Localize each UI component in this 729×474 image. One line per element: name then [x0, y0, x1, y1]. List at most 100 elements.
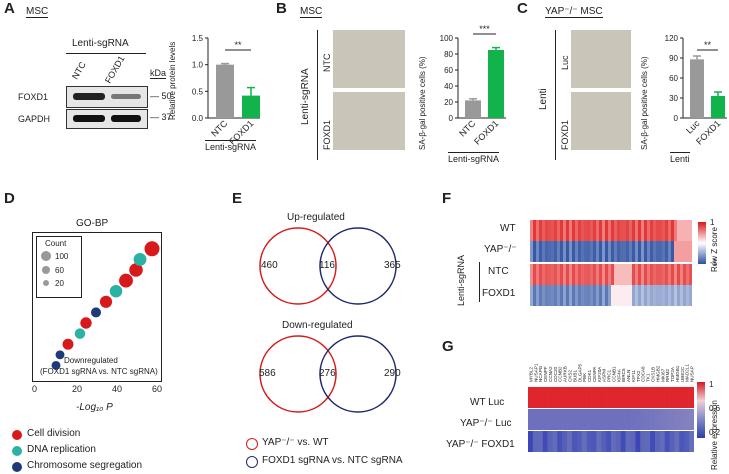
significance-stars: **	[234, 40, 242, 50]
heatmap-cell	[632, 220, 636, 241]
heatmap-cell	[671, 285, 675, 306]
heatmap-cell	[665, 220, 669, 241]
heatmap-f-row-ntc: NTC	[488, 266, 509, 277]
gene-label: CKS1B	[651, 367, 656, 382]
heatmap-cell	[605, 264, 609, 285]
heatmap-cell	[557, 220, 561, 241]
heatmap-cell	[601, 409, 607, 430]
heatmap-cell	[551, 220, 555, 241]
heatmap-cell	[656, 264, 660, 285]
venn-down-left: 586	[259, 368, 276, 379]
panel-c-row-luc: Luc	[560, 55, 570, 70]
heatmap-cell	[620, 431, 626, 452]
chart-b-ylabel: SA-β-gal positive cells (%)	[418, 56, 427, 150]
heatmap-cell	[590, 264, 594, 285]
heatmap-cell	[587, 264, 591, 285]
blot-foxd1	[66, 86, 148, 108]
heatmap-cell	[608, 285, 612, 306]
heatmap-cell	[626, 264, 630, 285]
heatmap-cell	[640, 409, 646, 430]
heatmap-cell	[674, 241, 678, 262]
heatmap-f-tick-neg1: -1	[710, 258, 718, 267]
heatmap-cell	[554, 264, 558, 285]
heatmap-cell	[650, 431, 656, 452]
heatmap-cell	[623, 241, 627, 262]
heatmap-cell	[662, 285, 666, 306]
heatmap-g-tick-02: 0.2	[709, 428, 721, 437]
gene-label: NUSAP	[690, 366, 695, 382]
heatmap-cell	[530, 285, 534, 306]
heatmap-cell	[572, 220, 576, 241]
heatmap-cell	[528, 431, 534, 452]
heatmap-cell	[641, 220, 645, 241]
gene-label: PBK	[582, 372, 587, 382]
heatmap-cell	[593, 220, 597, 241]
heatmap-cell	[635, 285, 639, 306]
heatmap-cell	[548, 241, 552, 262]
heatmap-cell	[576, 409, 583, 430]
heatmap-cell	[596, 409, 602, 430]
heatmap-cell	[576, 431, 583, 452]
heatmap-cell	[599, 241, 603, 262]
legend-dna-replication: DNA replication	[12, 444, 192, 458]
heatmap-cell	[542, 409, 548, 430]
heatmap-cell	[533, 285, 537, 306]
heatmap-cell	[680, 241, 684, 262]
heatmap-cell	[586, 409, 592, 430]
heatmap-cell	[647, 264, 651, 285]
heatmap-cell	[653, 241, 657, 262]
chart-c-xgroup: Lenti	[670, 152, 690, 164]
panel-label-e: E	[232, 190, 243, 207]
heatmap-cell	[683, 220, 687, 241]
heatmap-f-scale-label: Row Z score	[710, 227, 719, 272]
heatmap-cell	[683, 264, 687, 285]
panel-d-title: GO-BP	[76, 218, 109, 229]
heatmap-cell	[581, 264, 585, 285]
heatmap-cell	[629, 264, 633, 285]
heatmap-cell	[632, 241, 636, 262]
heatmap-cell	[630, 431, 636, 452]
heatmap-cell	[635, 409, 641, 430]
heatmap-cell	[617, 285, 621, 306]
go-bp-scatter	[51, 241, 160, 370]
heatmap-cell	[584, 220, 588, 241]
heatmap-cell	[590, 285, 594, 306]
heatmap-cell	[662, 220, 666, 241]
heatmap-cell	[586, 387, 592, 408]
heatmap-cell	[567, 409, 573, 430]
heatmap-f-tick-1: 1	[710, 218, 715, 227]
heatmap-cell	[671, 264, 675, 285]
heatmap-cell	[567, 431, 573, 452]
heatmap-cell	[584, 241, 588, 262]
count-legend-100: 100	[55, 252, 69, 261]
heatmap-cell	[684, 409, 690, 430]
chart-a-xgroup: Lenti-sgRNA	[205, 140, 257, 152]
kda-label: kDa	[150, 68, 167, 79]
heatmap-cell	[557, 285, 561, 306]
heatmap-cell	[679, 387, 685, 408]
heatmap-g	[528, 387, 694, 452]
heatmap-cell	[599, 220, 603, 241]
heatmap-cell	[562, 431, 568, 452]
heatmap-cell	[686, 220, 690, 241]
heatmap-cell	[611, 431, 617, 452]
count-legend-20: 20	[55, 279, 64, 288]
heatmap-cell	[620, 241, 624, 262]
heatmap-cell	[566, 285, 570, 306]
heatmap-cell	[674, 220, 678, 241]
heatmap-cell	[557, 409, 563, 430]
heatmap-cell	[641, 241, 645, 262]
heatmap-cell	[614, 241, 618, 262]
heatmap-cell	[578, 285, 582, 306]
count-legend-dot	[43, 280, 49, 286]
heatmap-cell	[629, 285, 633, 306]
heatmap-cell	[680, 264, 684, 285]
gene-label: UBE2C	[680, 366, 685, 382]
heatmap-cell	[611, 409, 617, 430]
gene-label: CCNB1	[611, 366, 616, 382]
gene-label: AURKB	[563, 366, 568, 382]
gene-label: TOP2A	[670, 366, 675, 382]
heatmap-cell	[572, 241, 576, 262]
x-tick-label: NTC	[209, 118, 230, 139]
heatmap-cell	[557, 431, 563, 452]
